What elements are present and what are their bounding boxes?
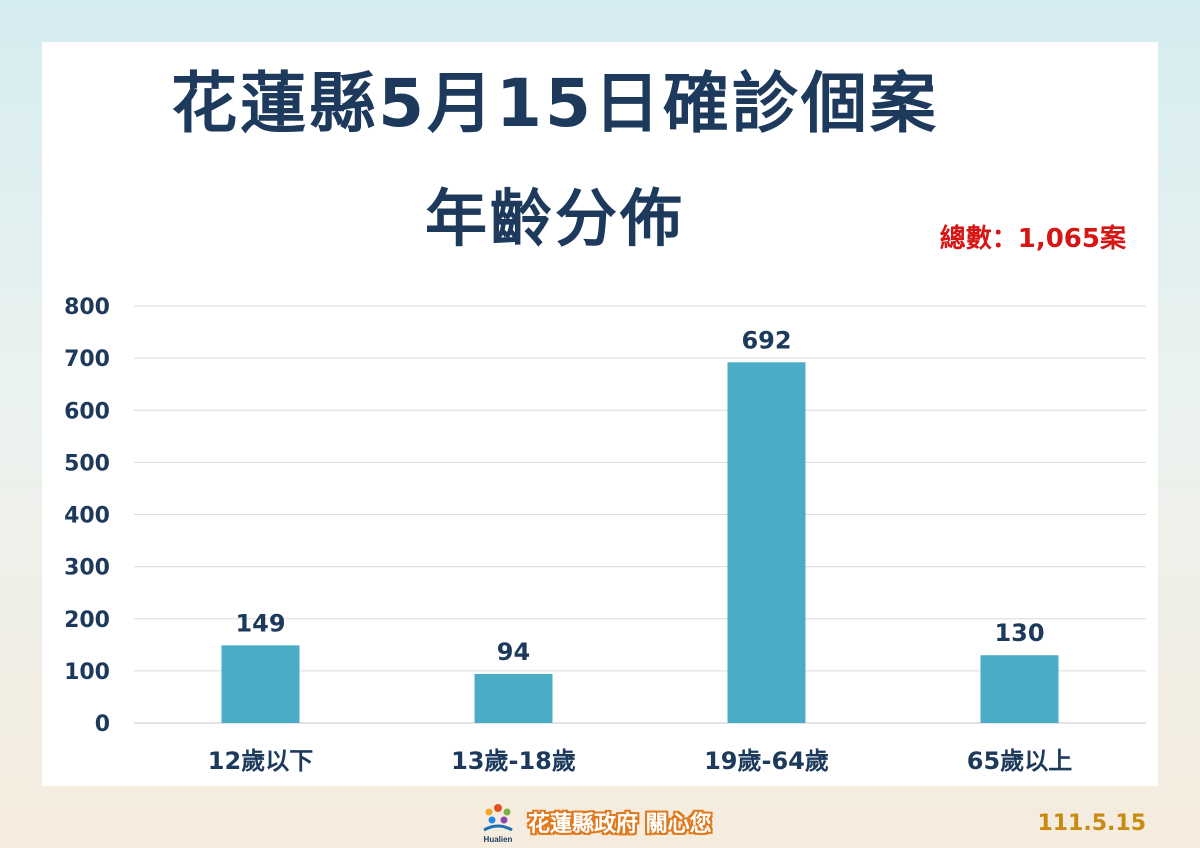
y-tick-label: 700 (64, 347, 110, 372)
data-label: 149 (235, 609, 285, 637)
y-tick-label: 200 (64, 608, 110, 633)
y-tick-label: 400 (64, 504, 110, 529)
y-tick-label: 300 (64, 556, 110, 581)
footer-org-text: 花蓮縣政府 關心您 (528, 812, 712, 837)
bar (221, 645, 300, 723)
x-tick-label: 19歲-64歲 (704, 747, 829, 775)
y-tick-label: 0 (95, 712, 110, 737)
x-tick-label: 65歲以上 (967, 747, 1072, 775)
logo-dot-icon (485, 808, 493, 816)
y-tick-label: 600 (64, 399, 110, 424)
bar (980, 655, 1059, 723)
logo-dot-icon (503, 808, 511, 816)
logo-dot-icon (500, 816, 508, 824)
y-tick-label: 500 (64, 451, 110, 476)
chart-title-line1: 花蓮縣5月15日確診個案 (171, 65, 939, 142)
logo-wave-icon (483, 824, 513, 832)
bar (727, 362, 806, 723)
bar (474, 674, 553, 723)
data-label: 94 (497, 638, 530, 666)
logo-text: Hualien (484, 835, 513, 844)
logo-dot-icon (494, 804, 502, 812)
footer-date: 111.5.15 (1037, 811, 1146, 836)
logo-dot-icon (488, 816, 496, 824)
hualien-logo: Hualien (483, 804, 513, 844)
data-label: 130 (994, 619, 1044, 647)
total-cases-label: 總數：1,065案 (939, 224, 1126, 254)
y-tick-label: 800 (64, 295, 110, 320)
y-tick-label: 100 (64, 660, 110, 685)
x-tick-label: 13歲-18歲 (451, 747, 576, 775)
data-label: 692 (741, 326, 791, 354)
x-tick-label: 12歲以下 (208, 747, 313, 775)
chart-title-line2: 年齡分佈 (424, 182, 685, 255)
